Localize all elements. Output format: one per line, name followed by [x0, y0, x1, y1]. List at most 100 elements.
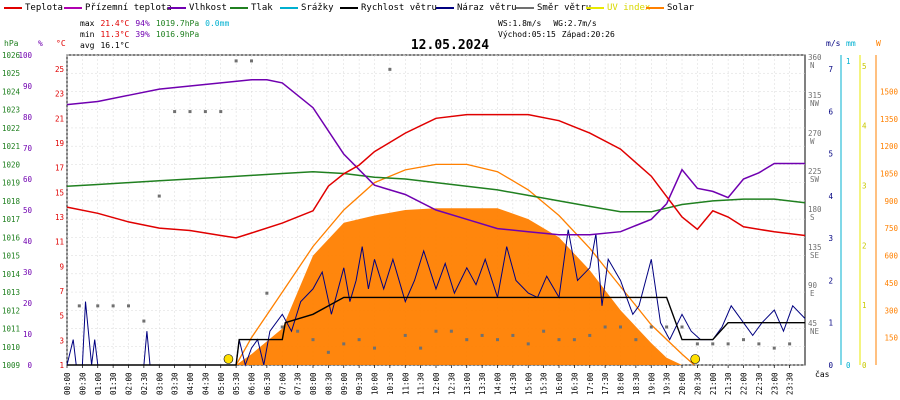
rain-tick-label: 0 [846, 361, 851, 370]
solar-tick-label: 450 [884, 279, 898, 288]
pressure-tick-label: 1020 [2, 160, 21, 169]
wind-dir-point [572, 338, 576, 342]
solar-tick-label: 300 [884, 306, 898, 315]
wind-dir-point [342, 342, 346, 346]
humidity-tick-label: 10 [23, 330, 33, 339]
wind-dir-point [757, 342, 761, 346]
x-tick-label: 10:30 [386, 372, 395, 395]
stats-max-row: max 21.4°C 94% 1019.7hPa 0.0mm [80, 19, 235, 28]
pressure-tick-label: 1025 [2, 69, 20, 78]
wind-dir-point [603, 325, 607, 329]
temp-tick-label: 25 [55, 65, 64, 74]
solar-tick-label: 1050 [880, 170, 899, 179]
x-tick-label: 00:00 [63, 372, 72, 395]
solar-axis-unit: W [876, 39, 881, 48]
wind-dir-point [511, 333, 515, 337]
x-tick-label: 08:30 [324, 372, 333, 395]
x-tick-label: 16:30 [570, 372, 579, 395]
temp-tick-label: 3 [59, 336, 64, 345]
wind-dir-point [311, 338, 315, 342]
x-tick-label: 07:30 [294, 372, 303, 395]
wind-dir-point [188, 110, 192, 114]
series-temp-line [66, 113, 806, 239]
temp-tick-label: 9 [59, 262, 64, 271]
legend-item-solar: Solar [646, 3, 694, 13]
wind-dir-point [542, 329, 546, 333]
sun-summary: Východ:05:15 Západ:20:26 [498, 30, 621, 39]
humidity-tick-label: 0 [27, 361, 32, 370]
pressure-tick-label: 1015 [2, 252, 20, 261]
x-tick-label: 04:30 [201, 372, 210, 395]
x-tick-label: 10:00 [371, 372, 380, 395]
wind-dir-point [619, 325, 622, 329]
wind-dir-point [157, 194, 161, 198]
x-tick-label: 13:30 [478, 372, 487, 395]
pressure-axis-unit: hPa [4, 39, 19, 48]
uv-tick-label: 2 [862, 241, 867, 250]
humidity-tick-label: 70 [23, 144, 33, 153]
wind-dir-point [111, 304, 115, 308]
wind-speed-tick-label: 7 [828, 65, 833, 74]
x-tick-label: 18:00 [617, 372, 626, 395]
wind-dir-point [326, 350, 330, 354]
x-tick-label: 05:00 [217, 372, 226, 395]
humidity-tick-label: 80 [23, 113, 33, 122]
wind-dir-point [127, 304, 130, 308]
legend-swatch [4, 6, 22, 9]
wind-dir-point [280, 325, 284, 329]
humidity-tick-label: 60 [23, 175, 33, 184]
x-tick-label: 17:30 [601, 372, 610, 395]
x-tick-label: 14:30 [509, 372, 518, 395]
wind-dir-point [296, 329, 300, 333]
legend-swatch [168, 6, 186, 9]
x-tick-label: 09:30 [355, 372, 364, 395]
stats-sunrise: Východ:05:15 [498, 30, 556, 39]
wind-dir-point [373, 346, 376, 350]
legend-item-vlhkost: Vlhkost [168, 3, 227, 13]
x-tick-label: 15:00 [524, 372, 533, 395]
temp-tick-label: 7 [59, 287, 64, 296]
pressure-tick-label: 1016 [2, 233, 21, 242]
wind-dir-point [588, 333, 592, 337]
wind-summary: WS:1.8m/s WG:2.7m/s [498, 19, 603, 28]
x-tick-label: 03:00 [155, 372, 164, 395]
wind-dir-point [219, 110, 223, 114]
x-tick-label: 15:30 [540, 372, 549, 395]
wind-dir-point [77, 304, 81, 308]
wind-dir-point [449, 329, 453, 333]
legend-item-uv-index: UV index [586, 3, 650, 13]
pressure-tick-label: 1011 [2, 325, 20, 334]
rain-tick-label: 1 [846, 57, 851, 66]
wind-dir-point [388, 67, 392, 71]
temp-tick-label: 13 [55, 213, 64, 222]
x-tick-label: 21:30 [724, 372, 733, 395]
wind-speed-tick-label: 1 [828, 319, 833, 328]
uv-tick-label: 0 [862, 361, 867, 370]
humidity-axis-unit: % [38, 39, 43, 48]
x-tick-label: 22:30 [755, 372, 764, 395]
pressure-tick-label: 1009 [2, 361, 20, 370]
stats-avg-row: avg 16.1°C [80, 41, 135, 50]
x-tick-label: 03:30 [171, 372, 180, 395]
x-tick-label: 02:30 [140, 372, 149, 395]
wind-dir-point [465, 338, 469, 342]
x-tick-label: 19:30 [663, 372, 672, 395]
wind-dir-tick-label: 45 [808, 319, 817, 328]
legend-swatch [516, 6, 534, 9]
stats-max-rain: 0.0mm [205, 19, 230, 28]
legend: Teplota Přízemní teplota Vlhkost Tlak Sr… [0, 0, 900, 14]
stats-ws: WS:1.8m/s [498, 19, 542, 28]
wind-dir-tick-label: 360 [808, 53, 822, 62]
x-tick-label: 18:30 [632, 372, 641, 395]
humidity-tick-label: 30 [23, 268, 33, 277]
stats-wg: WG:2.7m/s [553, 19, 597, 28]
x-tick-label: 08:00 [309, 372, 318, 395]
wind-dir-point [265, 291, 269, 295]
x-tick-label: 01:30 [109, 372, 118, 395]
x-tick-label: 14:00 [494, 372, 503, 395]
wind-axis-unit: m/s [826, 39, 841, 48]
temp-tick-label: 11 [55, 238, 64, 247]
humidity-tick-label: 40 [23, 237, 33, 246]
uv-tick-label: 4 [862, 122, 867, 131]
